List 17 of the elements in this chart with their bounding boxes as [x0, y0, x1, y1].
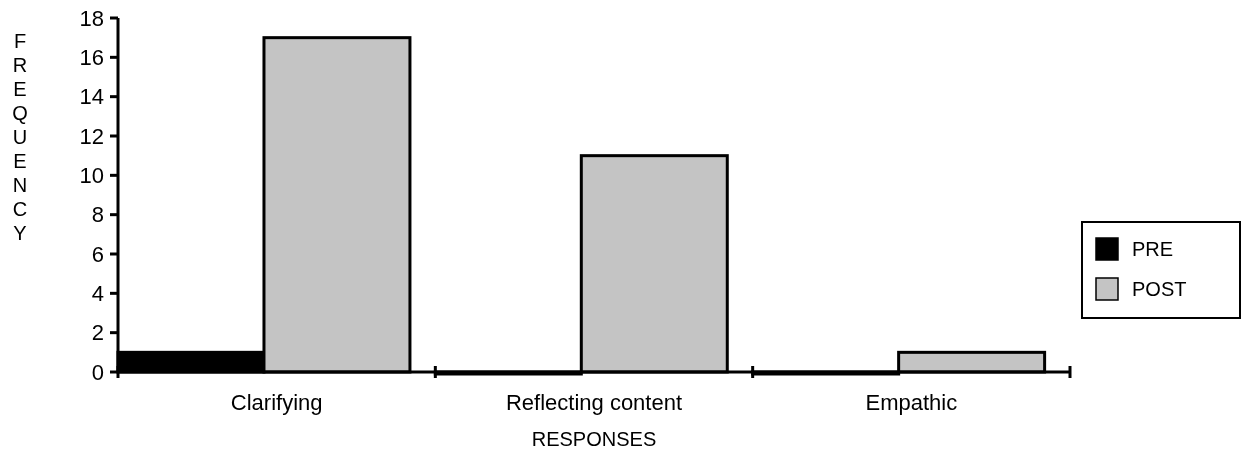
- text: FREQUENCY: [12, 30, 28, 244]
- x-tick-label: Empathic: [865, 390, 958, 415]
- y-tick-label: 8: [91, 202, 104, 228]
- x-tick-label: Reflecting content: [505, 390, 683, 415]
- legend-label: PRE: [1132, 238, 1174, 260]
- legend-label: POST: [1132, 278, 1187, 300]
- y-tick-label: 14: [79, 84, 104, 110]
- y-tick-label: 10: [79, 163, 104, 189]
- x-tick-label: Clarifying: [230, 390, 323, 415]
- y-tick-label: 12: [79, 123, 104, 149]
- y-tick-label: 2: [91, 320, 104, 346]
- y-tick-label: 0: [91, 359, 104, 385]
- y-tick-label: 18: [79, 5, 104, 31]
- y-tick-label: 16: [79, 45, 104, 71]
- x-axis-title: RESPONSES: [531, 428, 657, 450]
- y-tick-label: 6: [91, 241, 104, 267]
- y-tick-label: 4: [91, 281, 104, 307]
